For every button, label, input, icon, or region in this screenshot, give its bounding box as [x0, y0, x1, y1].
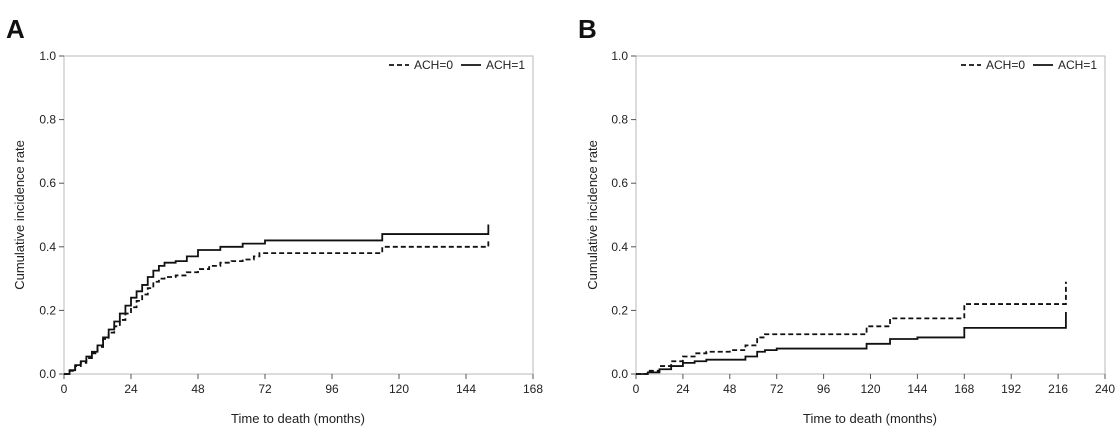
y-tick-label: 0.2	[611, 303, 628, 317]
panel-b-series-group	[636, 281, 1067, 375]
x-tick-label: 240	[1095, 382, 1115, 396]
y-tick-label: 0.8	[39, 113, 56, 127]
panel-b-ticks: 0 24 48 72 96 120 144 168 192 216 240 0.0 0.2 0.4 0.6 0…	[611, 49, 1115, 396]
y-tick-label: 0.6	[611, 176, 628, 190]
panel-a-ticks: 0 24 48 72 96 120 144 168 0.0 0.2 0.4 0.6 0.8 1.0	[39, 49, 543, 396]
y-tick-label: 0.0	[39, 367, 56, 381]
y-tick-label: 0.4	[611, 240, 628, 254]
x-tick-label: 72	[258, 382, 272, 396]
y-tick-label: 1.0	[39, 49, 56, 63]
x-tick-label: 216	[1048, 382, 1068, 396]
panel-a-plot-frame	[63, 55, 534, 375]
x-tick-label: 96	[325, 382, 339, 396]
x-tick-label: 24	[124, 382, 138, 396]
y-tick-label: 0.0	[611, 367, 628, 381]
panel-a-series-group	[64, 224, 490, 375]
x-tick-label: 168	[523, 382, 543, 396]
panel-a-legend: ACH=0 ACH=1	[389, 58, 525, 72]
x-tick-label: 120	[860, 382, 880, 396]
y-tick-label: 0.2	[39, 303, 56, 317]
series-line-ach-0	[636, 281, 1067, 375]
panel-b-x-axis-title: Time to death (months)	[803, 411, 937, 426]
x-tick-label: 0	[61, 382, 68, 396]
panel-b: B 0 24 48 72 96 120 144 168 192 216 240 0.0 0.2 0.4 0.…	[578, 14, 1115, 426]
panel-b-label: B	[578, 14, 597, 44]
x-tick-label: 192	[1001, 382, 1021, 396]
x-tick-label: 96	[817, 382, 831, 396]
x-tick-label: 48	[191, 382, 205, 396]
legend-label: ACH=0	[414, 58, 453, 72]
y-tick-label: 1.0	[611, 49, 628, 63]
legend-label: ACH=1	[486, 58, 525, 72]
legend-label: ACH=1	[1058, 58, 1097, 72]
y-tick-label: 0.8	[611, 113, 628, 127]
panel-b-y-axis-title: Cumulative incidence rate	[585, 140, 600, 290]
panel-a-label: A	[6, 14, 25, 44]
y-tick-label: 0.6	[39, 176, 56, 190]
x-tick-label: 48	[723, 382, 737, 396]
series-line-ach-1	[64, 224, 490, 375]
x-tick-label: 168	[954, 382, 974, 396]
series-line-ach-1	[636, 311, 1067, 375]
series-line-ach-0	[64, 240, 490, 375]
legend-label: ACH=0	[986, 58, 1025, 72]
panel-a-x-axis-title: Time to death (months)	[231, 411, 365, 426]
panel-a: A 0 24 48 72 96 120 144 168 0.0 0.2 0.4 0.6 0.8 1.0 A…	[6, 14, 543, 426]
y-tick-label: 0.4	[39, 240, 56, 254]
panel-a-y-axis-title: Cumulative incidence rate	[12, 140, 27, 290]
x-tick-label: 144	[907, 382, 927, 396]
x-tick-label: 144	[456, 382, 476, 396]
panel-b-legend: ACH=0 ACH=1	[961, 58, 1097, 72]
x-tick-label: 120	[389, 382, 409, 396]
x-tick-label: 24	[676, 382, 690, 396]
x-tick-label: 72	[770, 382, 784, 396]
x-tick-label: 0	[633, 382, 640, 396]
